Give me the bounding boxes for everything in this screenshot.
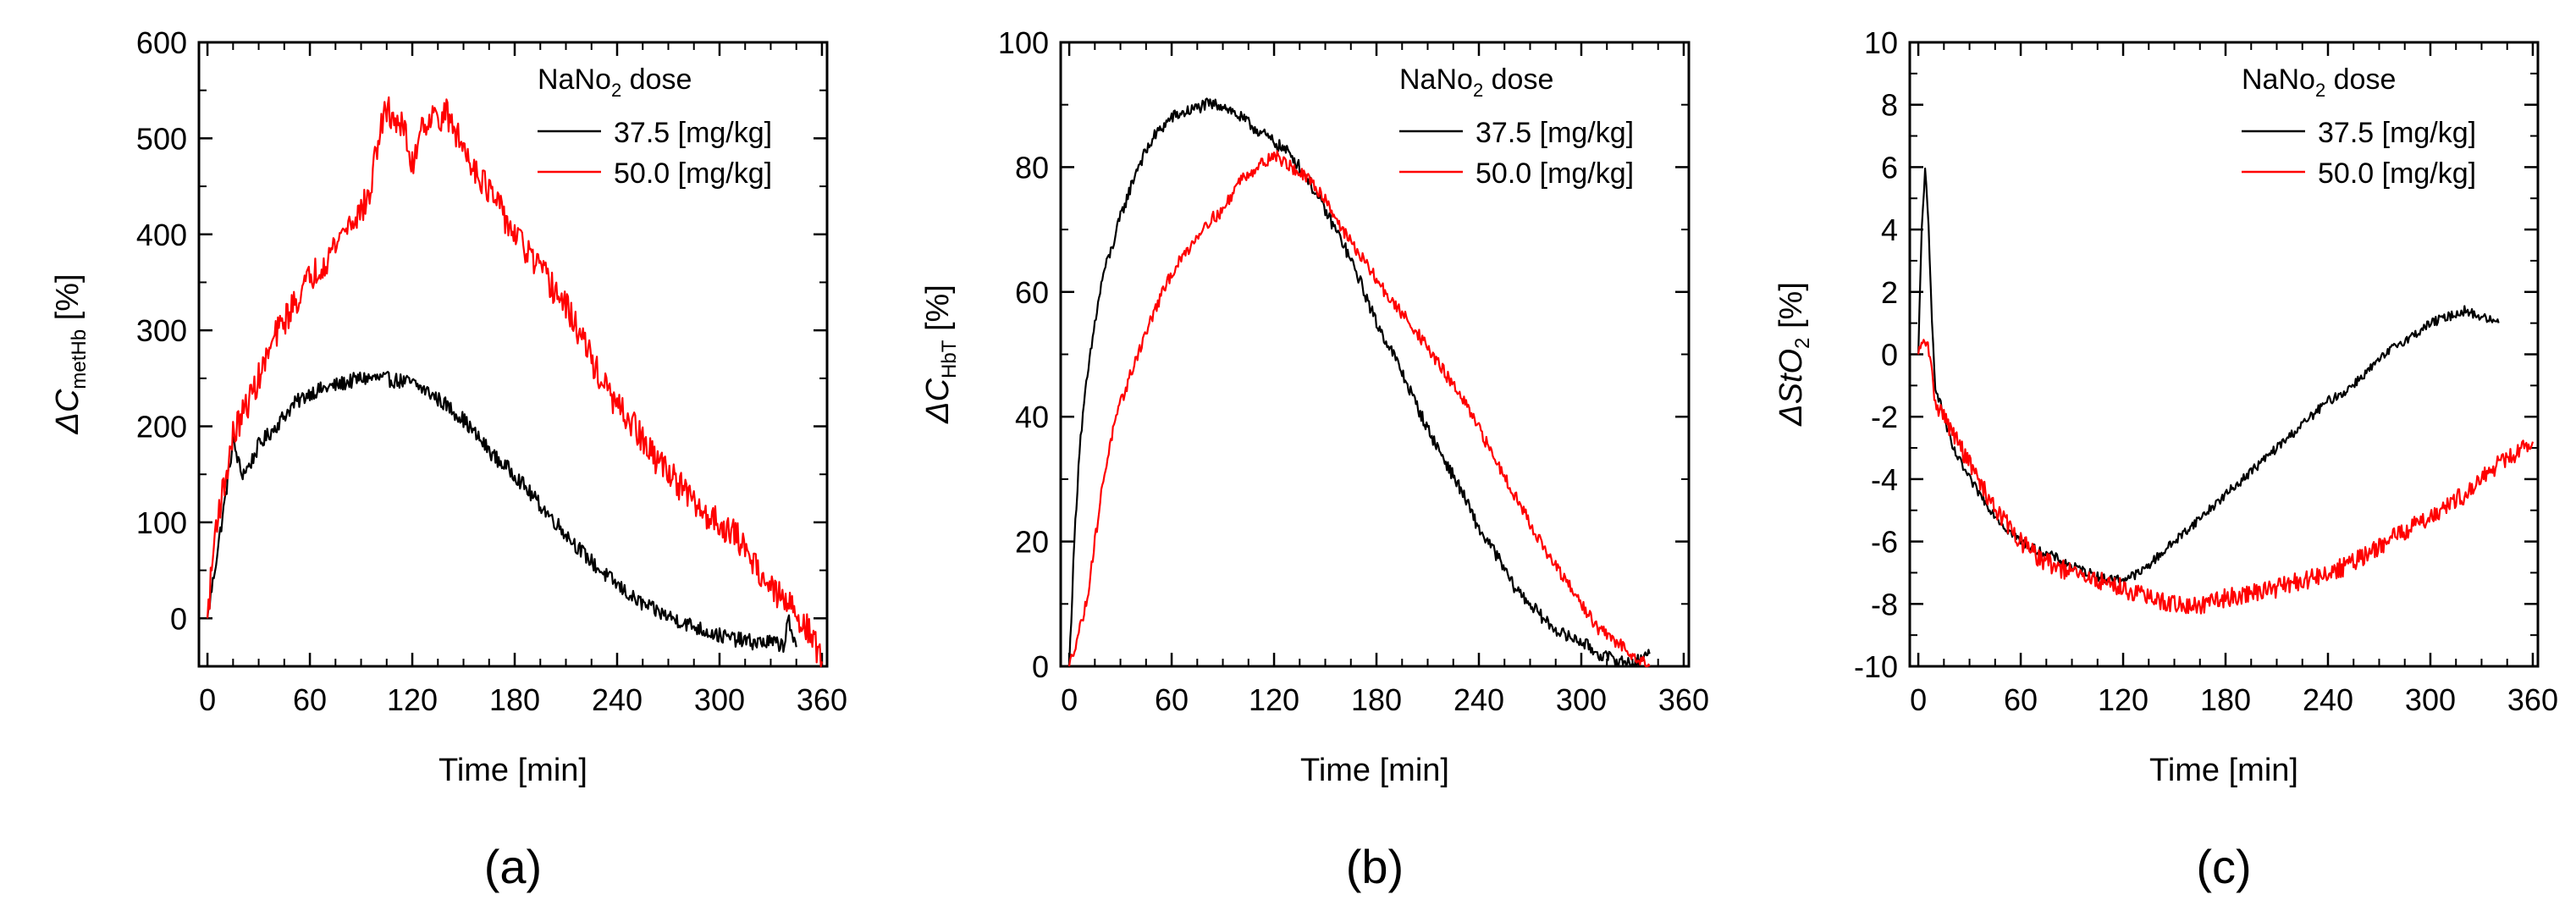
y-tick-label-a: 400 — [136, 218, 187, 252]
legend-label-c-1: 50.0 [mg/kg] — [2318, 157, 2476, 190]
x-tick-label-c: 120 — [2098, 682, 2149, 717]
y-tick-label-a: 0 — [170, 601, 187, 636]
y-tick-label-c: -6 — [1871, 525, 1898, 560]
y-tick-label-c: -4 — [1871, 462, 1898, 497]
legend-title-c: NaNo2 dose — [2242, 63, 2396, 101]
panel-label-a: (a) — [484, 840, 542, 893]
y-tick-label-b: 20 — [1015, 525, 1049, 560]
x-tick-label-c: 0 — [1910, 682, 1927, 717]
y-tick-label-a: 300 — [136, 313, 187, 348]
y-tick-label-c: -2 — [1871, 400, 1898, 434]
x-axis-label-b: Time [min] — [1300, 753, 1449, 788]
x-tick-label-b: 360 — [1658, 682, 1709, 717]
series-line-a-1 — [207, 96, 824, 668]
y-tick-label-b: 80 — [1015, 150, 1049, 185]
series-line-a-0 — [207, 371, 797, 654]
series-lines-c — [1917, 167, 2535, 615]
legend-label-c-0: 37.5 [mg/kg] — [2318, 117, 2476, 149]
x-tick-label-c: 300 — [2405, 682, 2456, 717]
series-line-b-1 — [1068, 150, 1651, 668]
y-tick-label-c: -8 — [1871, 587, 1898, 621]
x-tick-label-a: 240 — [592, 682, 643, 717]
legend-label-a-0: 37.5 [mg/kg] — [614, 117, 772, 149]
y-tick-label-b: 60 — [1015, 275, 1049, 310]
legend-c: NaNo2 dose 37.5 [mg/kg] 50.0 [mg/kg] — [2242, 63, 2476, 190]
x-tick-label-c: 60 — [2004, 682, 2038, 717]
chart-b: 0 60 120 180 240 300 360 0 20 40 60 80 100 NaNo2 dos… — [920, 25, 1709, 893]
y-tick-label-c: 6 — [1881, 150, 1898, 185]
legend-title-a: NaNo2 dose — [538, 63, 692, 101]
ticks-a: 0 60 120 180 240 300 360 0 100 200 300 400 500 600 — [136, 25, 847, 717]
y-tick-label-a: 100 — [136, 505, 187, 540]
legend-title-b: NaNo2 dose — [1399, 63, 1553, 101]
y-tick-label-c: 4 — [1881, 213, 1898, 247]
ticks-c: 0 60 120 180 240 300 360 -10 -8 -6 -4 -2 0 2 4 6 8 10 — [1854, 25, 2558, 717]
series-lines-a — [207, 96, 824, 668]
x-tick-label-b: 120 — [1249, 682, 1299, 717]
x-tick-label-a: 360 — [797, 682, 847, 717]
y-tick-label-a: 600 — [136, 25, 187, 60]
x-tick-label-c: 360 — [2507, 682, 2558, 717]
ticks-b: 0 60 120 180 240 300 360 0 20 40 60 80 100 — [998, 25, 1709, 717]
y-tick-label-b: 40 — [1015, 400, 1049, 434]
y-axis-label-b: ΔCHbT [%] — [920, 284, 961, 424]
y-axis-label-c: ΔStO2 [%] — [1773, 282, 1814, 427]
x-tick-label-c: 240 — [2303, 682, 2353, 717]
x-tick-label-b: 60 — [1155, 682, 1189, 717]
x-tick-label-b: 180 — [1351, 682, 1402, 717]
x-tick-label-a: 300 — [694, 682, 745, 717]
x-axis-label-c: Time [min] — [2149, 753, 2298, 788]
x-tick-label-a: 0 — [199, 682, 216, 717]
legend-label-a-1: 50.0 [mg/kg] — [614, 157, 772, 190]
x-tick-label-b: 0 — [1061, 682, 1078, 717]
y-tick-label-b: 100 — [998, 25, 1049, 60]
panel-label-c: (c) — [2196, 840, 2251, 893]
panel-label-b: (b) — [1346, 840, 1404, 893]
series-line-c-0 — [1917, 167, 2500, 584]
x-tick-label-a: 60 — [293, 682, 327, 717]
y-tick-label-c: -10 — [1854, 649, 1898, 684]
x-tick-label-a: 180 — [489, 682, 540, 717]
legend-b: NaNo2 dose 37.5 [mg/kg] 50.0 [mg/kg] — [1399, 63, 1634, 190]
legend-a: NaNo2 dose 37.5 [mg/kg] 50.0 [mg/kg] — [538, 63, 772, 190]
x-axis-label-a: Time [min] — [439, 753, 587, 788]
chart-c: 0 60 120 180 240 300 360 -10 -8 -6 -4 -2 0 2 4 6 8 10 NaN… — [1773, 25, 2558, 893]
x-tick-label-c: 180 — [2200, 682, 2251, 717]
y-tick-label-c: 0 — [1881, 338, 1898, 373]
x-tick-label-b: 300 — [1556, 682, 1607, 717]
x-tick-label-b: 240 — [1453, 682, 1504, 717]
chart-a: 0 60 120 180 240 300 360 0 100 200 300 400 500 600 Na… — [50, 25, 847, 893]
legend-label-b-0: 37.5 [mg/kg] — [1476, 117, 1634, 149]
y-tick-label-b: 0 — [1032, 649, 1049, 684]
series-line-b-0 — [1068, 97, 1651, 668]
y-tick-label-c: 10 — [1864, 25, 1898, 60]
y-tick-label-a: 200 — [136, 410, 187, 444]
series-line-c-1 — [1917, 339, 2535, 615]
plot-frame-a — [197, 41, 829, 668]
legend-label-b-1: 50.0 [mg/kg] — [1476, 157, 1634, 190]
y-axis-label-a: ΔCmetHb [%] — [50, 273, 91, 434]
series-lines-b — [1068, 97, 1651, 668]
y-tick-label-c: 8 — [1881, 88, 1898, 123]
x-tick-label-a: 120 — [387, 682, 438, 717]
y-tick-label-a: 500 — [136, 121, 187, 156]
y-tick-label-c: 2 — [1881, 275, 1898, 310]
